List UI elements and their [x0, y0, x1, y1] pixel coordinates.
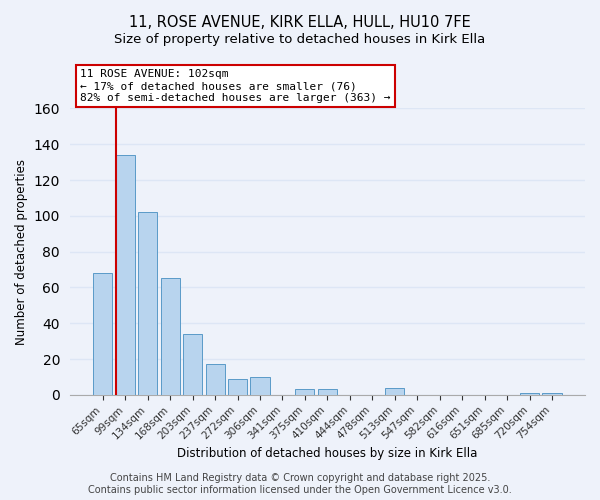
Bar	[93, 273, 112, 395]
Bar	[228, 379, 247, 395]
Bar	[161, 278, 179, 395]
Text: Contains HM Land Registry data © Crown copyright and database right 2025.
Contai: Contains HM Land Registry data © Crown c…	[88, 474, 512, 495]
Bar	[183, 334, 202, 395]
Bar	[138, 212, 157, 395]
Bar	[385, 388, 404, 395]
Bar	[295, 390, 314, 395]
Bar	[520, 393, 539, 395]
Bar	[542, 393, 562, 395]
Text: Size of property relative to detached houses in Kirk Ella: Size of property relative to detached ho…	[115, 32, 485, 46]
Bar	[250, 377, 269, 395]
Y-axis label: Number of detached properties: Number of detached properties	[15, 158, 28, 344]
Bar	[318, 390, 337, 395]
Text: 11, ROSE AVENUE, KIRK ELLA, HULL, HU10 7FE: 11, ROSE AVENUE, KIRK ELLA, HULL, HU10 7…	[129, 15, 471, 30]
Text: 11 ROSE AVENUE: 102sqm
← 17% of detached houses are smaller (76)
82% of semi-det: 11 ROSE AVENUE: 102sqm ← 17% of detached…	[80, 70, 391, 102]
Bar	[206, 364, 224, 395]
Bar	[116, 155, 135, 395]
X-axis label: Distribution of detached houses by size in Kirk Ella: Distribution of detached houses by size …	[177, 447, 478, 460]
